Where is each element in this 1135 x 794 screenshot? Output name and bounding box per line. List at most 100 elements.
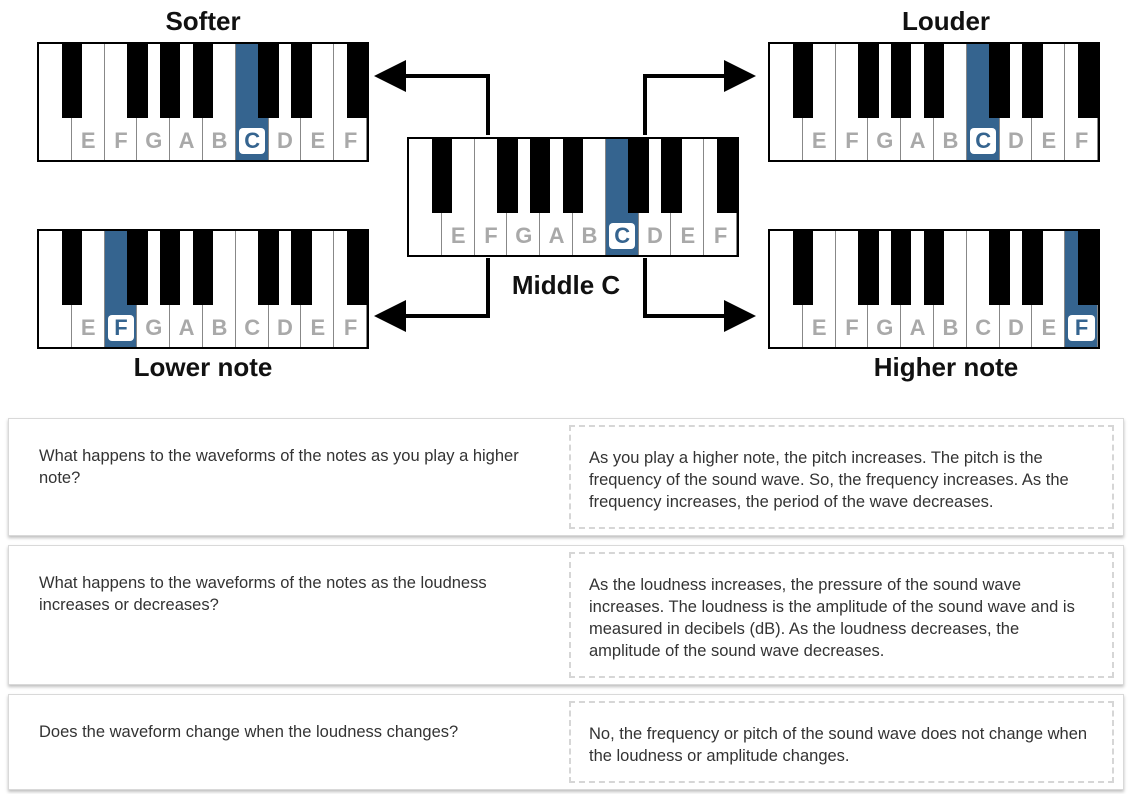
black-key xyxy=(258,231,279,306)
note-letter: E xyxy=(1041,128,1057,153)
note-letter: G xyxy=(876,315,894,340)
answer-3: No, the frequency or pitch of the sound … xyxy=(569,701,1114,783)
black-key xyxy=(127,231,148,306)
note-letter: F xyxy=(484,223,498,248)
black-key xyxy=(1077,231,1098,306)
note-letter: B xyxy=(211,128,228,153)
note-letter: F xyxy=(343,315,358,340)
note-letter: E xyxy=(310,315,326,340)
note-letter: B xyxy=(942,128,959,153)
black-key xyxy=(291,231,312,306)
black-key xyxy=(858,231,879,306)
note-letter: E xyxy=(680,223,696,248)
black-key xyxy=(1022,44,1043,119)
note-letter: F xyxy=(845,128,859,153)
black-key xyxy=(1022,231,1043,306)
note-letter: A xyxy=(909,128,926,153)
black-key xyxy=(891,231,912,306)
note-letter: D xyxy=(277,128,293,153)
answer-1: As you play a higher note, the pitch inc… xyxy=(569,425,1114,529)
arrow-to-lower xyxy=(374,258,490,332)
black-key xyxy=(858,44,879,119)
arrow-to-louder xyxy=(643,60,756,135)
black-key xyxy=(628,139,649,214)
note-letter: E xyxy=(811,128,827,153)
white-key xyxy=(934,44,967,160)
lower-note-label: Lower note xyxy=(133,352,273,382)
black-key xyxy=(160,44,181,119)
note-letter: B xyxy=(581,223,598,248)
black-key xyxy=(127,44,148,119)
question-1: What happens to the waveforms of the not… xyxy=(39,447,519,487)
louder-label: Louder xyxy=(901,6,991,36)
qa-card-2: What happens to the waveforms of the not… xyxy=(8,545,1124,685)
note-letter: F xyxy=(107,315,135,341)
note-letter: A xyxy=(178,128,195,153)
black-key xyxy=(346,44,367,119)
white-key xyxy=(934,231,967,347)
higher-note-label: Higher note xyxy=(873,352,1019,382)
note-letter: B xyxy=(211,315,228,340)
note-letter: G xyxy=(145,315,163,340)
black-key xyxy=(192,44,214,119)
note-letter: E xyxy=(80,315,96,340)
black-key xyxy=(61,44,82,119)
answer-2: As the loudness increases, the pressure … xyxy=(569,552,1114,678)
note-letter: G xyxy=(145,128,163,153)
black-key xyxy=(61,231,82,306)
note-letter: F xyxy=(1068,315,1095,341)
black-key xyxy=(1077,44,1098,119)
note-letter: D xyxy=(647,223,663,248)
white-key xyxy=(301,44,335,160)
white-key xyxy=(803,231,836,347)
note-letter: A xyxy=(548,223,565,248)
black-key xyxy=(562,139,584,214)
black-key xyxy=(792,44,813,119)
black-key xyxy=(891,44,912,119)
black-key xyxy=(661,139,682,214)
note-letter: F xyxy=(845,315,859,340)
softer-label: Softer xyxy=(165,6,241,36)
note-letter: F xyxy=(114,128,128,153)
white-key xyxy=(803,44,836,160)
white-key xyxy=(203,231,236,347)
black-key xyxy=(989,44,1010,119)
note-letter: E xyxy=(80,128,96,153)
white-key xyxy=(72,44,105,160)
note-letter: F xyxy=(1074,128,1089,153)
white-key xyxy=(72,231,105,347)
white-key xyxy=(573,139,606,255)
black-key xyxy=(291,44,312,119)
white-key xyxy=(1032,231,1066,347)
note-letter: C xyxy=(609,223,636,249)
black-key xyxy=(716,139,737,214)
question-3: Does the waveform change when the loudne… xyxy=(39,723,459,741)
black-key xyxy=(160,231,181,306)
black-key xyxy=(530,139,551,214)
black-key xyxy=(346,231,367,306)
black-key xyxy=(192,231,214,306)
black-key xyxy=(792,231,813,306)
note-letter: C xyxy=(244,315,261,340)
white-key xyxy=(1032,44,1066,160)
note-letter: C xyxy=(970,128,997,154)
note-letter: G xyxy=(515,223,533,248)
note-letter: C xyxy=(239,128,266,154)
arrows xyxy=(374,60,756,332)
note-letter: E xyxy=(1041,315,1057,340)
note-letter: B xyxy=(942,315,959,340)
note-letter: A xyxy=(909,315,926,340)
note-letter: E xyxy=(450,223,466,248)
white-key xyxy=(203,44,236,160)
black-key xyxy=(923,231,945,306)
note-letter: F xyxy=(713,223,728,248)
note-letter: F xyxy=(343,128,358,153)
note-letter: C xyxy=(975,315,992,340)
arrow-to-higher xyxy=(643,258,756,332)
white-key xyxy=(301,231,335,347)
note-letter: D xyxy=(277,315,293,340)
